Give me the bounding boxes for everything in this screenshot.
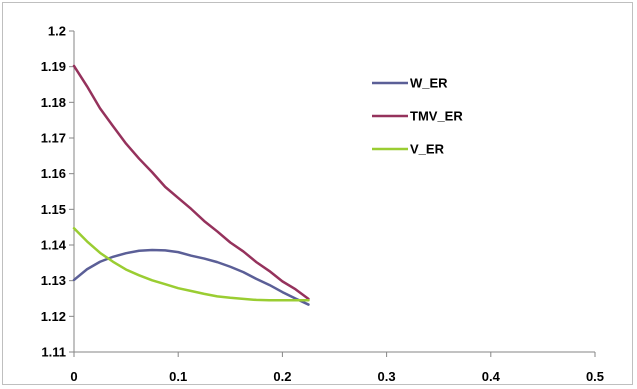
y-tick-label: 1.16 [41, 166, 66, 181]
y-tick-label: 1.18 [41, 95, 66, 110]
chart-area [2, 2, 633, 385]
x-tick-label: 0.3 [378, 369, 396, 384]
legend-label: V_ER [410, 142, 445, 157]
y-tick-label: 1.19 [41, 59, 66, 74]
legend: W_ER TMV_ER V_ER [372, 76, 463, 157]
y-tick-label: 1.2 [48, 24, 66, 39]
legend-label: TMV_ER [410, 109, 463, 124]
y-tick-label: 1.15 [41, 202, 66, 217]
y-tick-label: 1.11 [41, 345, 66, 360]
y-tick-label: 1.13 [41, 273, 66, 288]
y-tick-label: 1.14 [41, 238, 67, 253]
x-tick-label: 0.1 [169, 369, 187, 384]
y-tick-label: 1.12 [41, 309, 66, 324]
x-tick-label: 0.2 [273, 369, 291, 384]
series-line-tmv-er [72, 64, 310, 301]
axes: 1.11 1.12 1.13 1.14 1.15 1.16 1.17 1.18 1.19 1.2 0… [41, 24, 604, 385]
x-tick-label: 0 [70, 369, 77, 384]
y-tick-label: 1.17 [41, 131, 66, 146]
series-group [72, 64, 310, 306]
legend-label: W_ER [410, 76, 448, 91]
series-line-v-er [72, 226, 310, 302]
x-tick-label: 0.5 [586, 369, 604, 384]
series-line-w-er [72, 248, 310, 306]
x-tick-label: 0.4 [482, 369, 501, 384]
